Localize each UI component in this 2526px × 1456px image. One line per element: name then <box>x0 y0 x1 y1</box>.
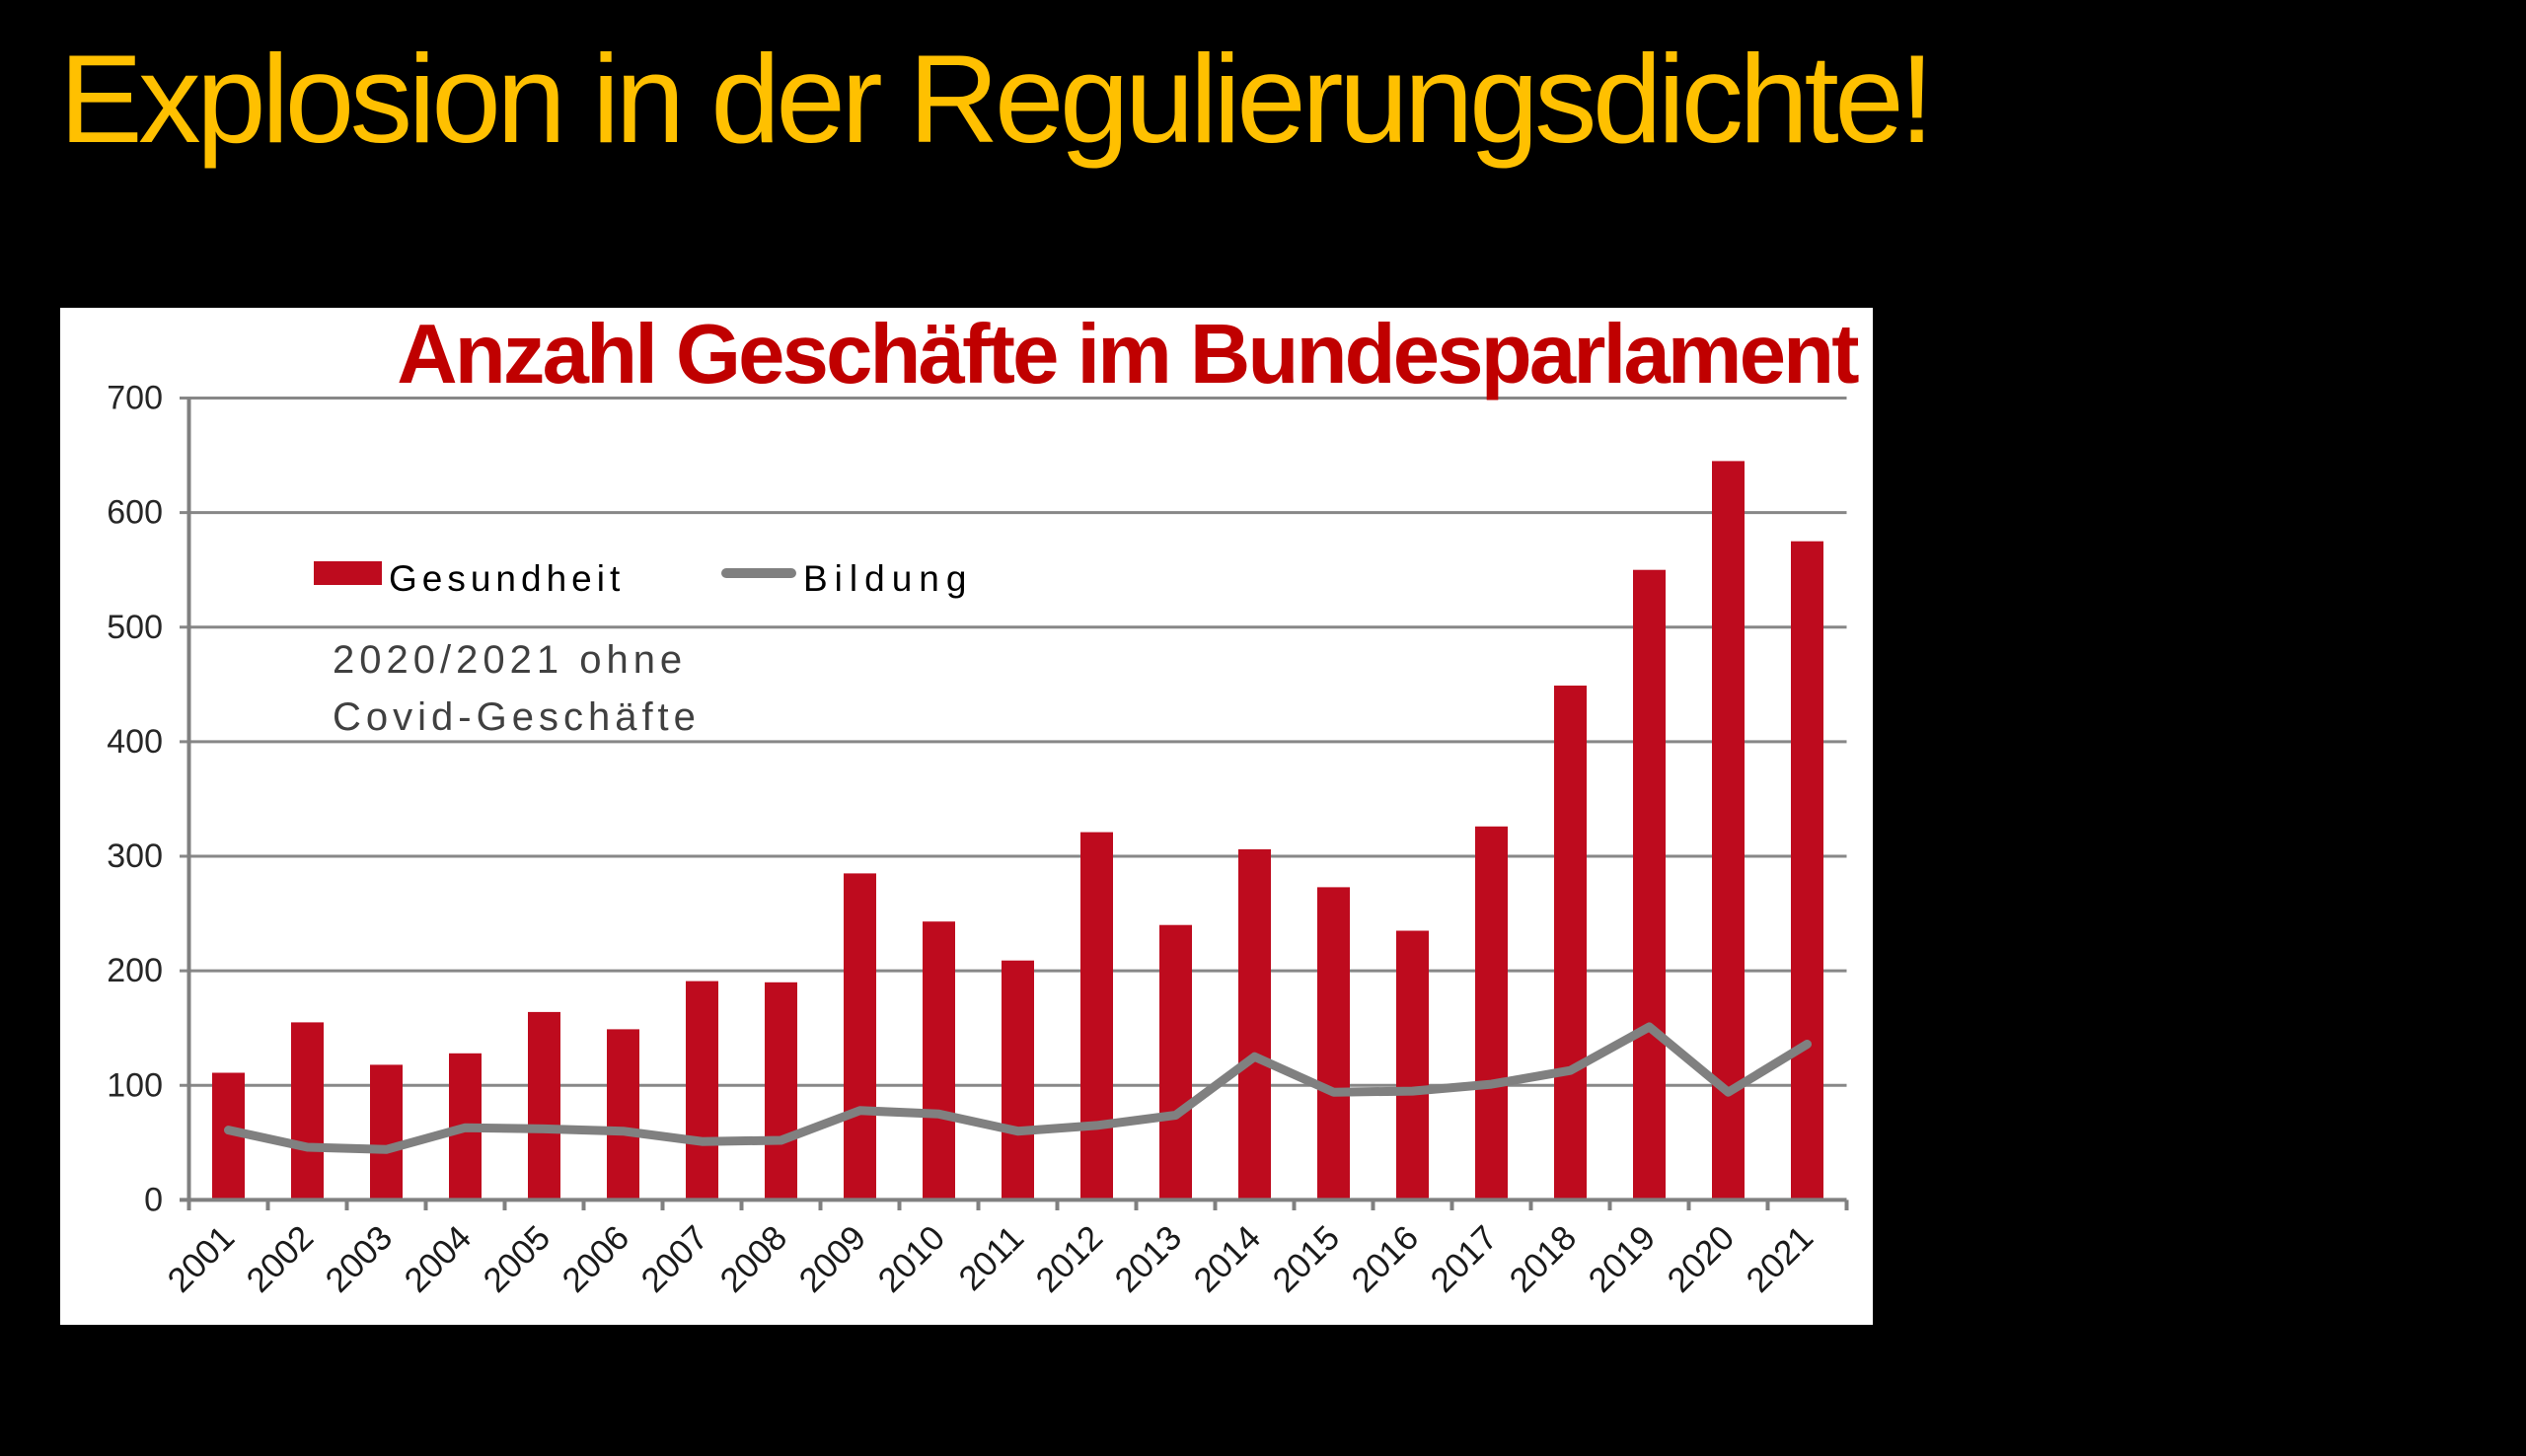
svg-text:100: 100 <box>107 1066 163 1104</box>
svg-text:Anzahl Geschäfte im Bundesparl: Anzahl Geschäfte im Bundesparlament <box>397 308 1859 401</box>
svg-text:500: 500 <box>107 609 163 646</box>
svg-text:600: 600 <box>107 494 163 532</box>
svg-text:700: 700 <box>107 380 163 417</box>
svg-text:200: 200 <box>107 952 163 989</box>
svg-text:Covid-Geschäfte: Covid-Geschäfte <box>333 695 701 739</box>
svg-text:0: 0 <box>144 1181 163 1218</box>
svg-text:Gesundheit: Gesundheit <box>389 558 625 599</box>
svg-text:2020/2021 ohne: 2020/2021 ohne <box>333 638 687 682</box>
svg-text:300: 300 <box>107 837 163 875</box>
svg-text:Bildung: Bildung <box>803 558 973 599</box>
svg-text:400: 400 <box>107 723 163 761</box>
